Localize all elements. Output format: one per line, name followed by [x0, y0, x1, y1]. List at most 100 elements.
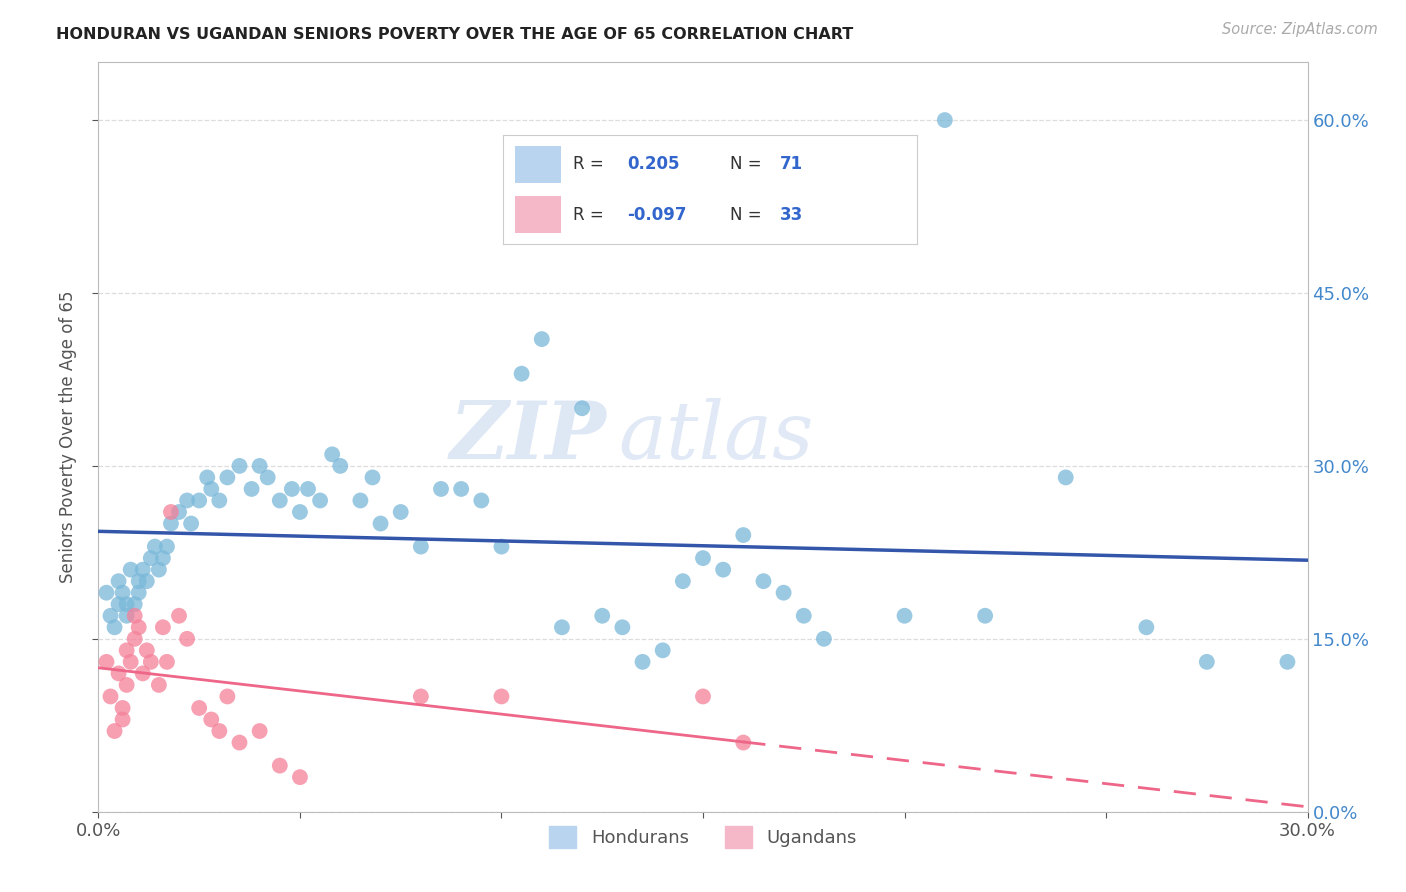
Point: [208, 493, 231, 508]
Text: R =: R =: [574, 206, 609, 224]
Point: [96, 655, 118, 669]
Point: [309, 493, 332, 508]
Point: [409, 540, 432, 554]
Point: [176, 632, 198, 646]
Text: 0.205: 0.205: [627, 155, 679, 173]
Point: [530, 332, 553, 346]
Point: [370, 516, 392, 531]
Point: [115, 597, 138, 611]
Point: [96, 585, 118, 599]
Point: [139, 655, 162, 669]
Point: [711, 563, 734, 577]
Point: [692, 551, 714, 566]
Point: [672, 574, 695, 589]
Point: [450, 482, 472, 496]
Point: [167, 505, 190, 519]
Point: [107, 597, 129, 611]
Point: [329, 458, 352, 473]
Point: [228, 458, 250, 473]
Text: N =: N =: [730, 206, 768, 224]
Point: [100, 608, 122, 623]
Point: [297, 482, 319, 496]
Point: [692, 690, 714, 704]
Point: [772, 585, 794, 599]
Bar: [515, 145, 561, 183]
Point: [115, 643, 138, 657]
Point: [132, 563, 155, 577]
Point: [430, 482, 453, 496]
Point: [124, 597, 146, 611]
Point: [321, 447, 343, 461]
Point: [217, 690, 239, 704]
Point: [288, 770, 311, 784]
Point: [148, 563, 170, 577]
Point: [256, 470, 278, 484]
Point: [188, 493, 211, 508]
Point: [591, 608, 613, 623]
Point: [107, 574, 129, 589]
Point: [120, 563, 142, 577]
Point: [124, 632, 146, 646]
Point: [120, 655, 142, 669]
Point: [103, 620, 125, 634]
Point: [135, 574, 157, 589]
Point: [156, 540, 179, 554]
Point: [793, 608, 815, 623]
Point: [752, 574, 775, 589]
Point: [160, 505, 183, 519]
Point: [1054, 470, 1077, 484]
Point: [571, 401, 593, 416]
Point: [733, 735, 755, 749]
Point: [152, 620, 174, 634]
Text: ZIP: ZIP: [450, 399, 606, 475]
Text: atlas: atlas: [619, 399, 814, 475]
Point: [269, 493, 291, 508]
Point: [1277, 655, 1299, 669]
Point: [160, 516, 183, 531]
Point: [188, 701, 211, 715]
Point: [631, 655, 654, 669]
Point: [156, 655, 179, 669]
Point: [974, 608, 997, 623]
Point: [115, 608, 138, 623]
Point: [200, 713, 222, 727]
Legend: Hondurans, Ugandans: Hondurans, Ugandans: [541, 819, 865, 855]
Point: [934, 113, 956, 128]
Text: Source: ZipAtlas.com: Source: ZipAtlas.com: [1222, 22, 1378, 37]
Point: [409, 690, 432, 704]
Point: [124, 608, 146, 623]
Point: [135, 643, 157, 657]
Text: 33: 33: [780, 206, 803, 224]
Point: [733, 528, 755, 542]
Point: [200, 482, 222, 496]
Point: [893, 608, 915, 623]
Point: [208, 724, 231, 739]
Point: [217, 470, 239, 484]
Point: [152, 551, 174, 566]
Point: [491, 690, 513, 704]
Point: [115, 678, 138, 692]
Point: [148, 678, 170, 692]
Point: [111, 585, 134, 599]
Point: [111, 701, 134, 715]
Point: [143, 540, 166, 554]
Point: [100, 690, 122, 704]
Point: [510, 367, 533, 381]
Point: [612, 620, 634, 634]
Point: [249, 458, 271, 473]
Point: [249, 724, 271, 739]
Bar: [515, 196, 561, 234]
Point: [240, 482, 263, 496]
Point: [651, 643, 673, 657]
Point: [107, 666, 129, 681]
Point: [128, 585, 150, 599]
Point: [167, 608, 190, 623]
Text: -0.097: -0.097: [627, 206, 686, 224]
Point: [132, 666, 155, 681]
Point: [195, 470, 218, 484]
Point: [470, 493, 492, 508]
Point: [139, 551, 162, 566]
Point: [269, 758, 291, 772]
Text: R =: R =: [574, 155, 609, 173]
Point: [176, 493, 198, 508]
